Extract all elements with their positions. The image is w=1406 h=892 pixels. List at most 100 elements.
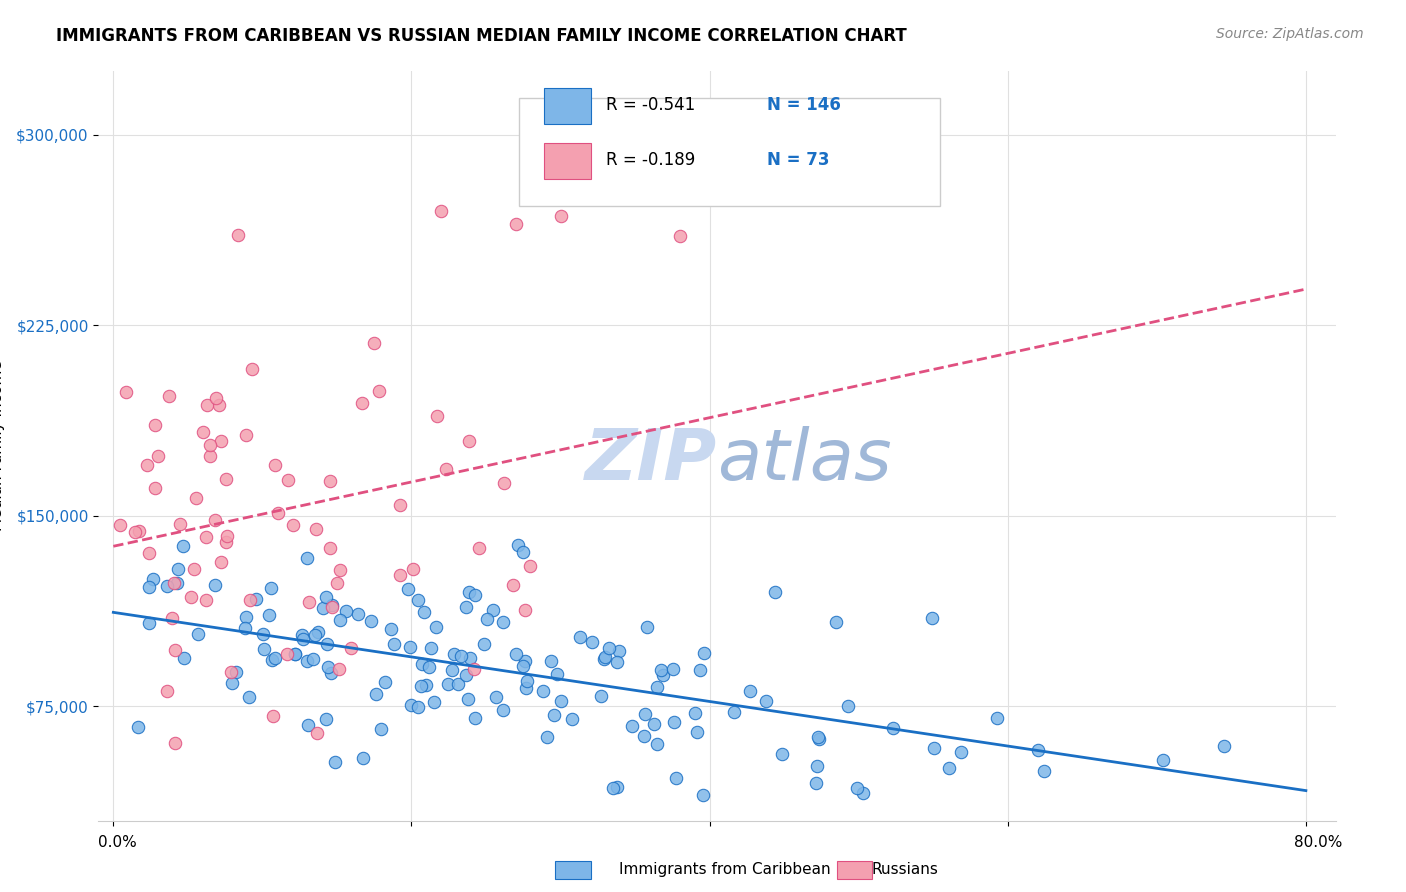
Point	[242, 362, 264, 376]
Point	[485, 690, 508, 704]
Point	[277, 473, 299, 487]
Text: Source: ZipAtlas.com: Source: ZipAtlas.com	[1216, 27, 1364, 41]
Point	[260, 582, 283, 596]
Point	[770, 747, 793, 762]
Point	[146, 449, 169, 463]
Point	[651, 667, 673, 681]
Point	[408, 700, 430, 714]
Text: N = 146: N = 146	[766, 96, 841, 114]
Point	[304, 628, 326, 642]
Point	[143, 418, 166, 433]
Point	[217, 529, 239, 543]
Point	[606, 655, 628, 669]
Point	[457, 692, 479, 706]
Text: R = -0.541: R = -0.541	[606, 96, 695, 114]
Point	[183, 562, 205, 576]
Point	[267, 507, 290, 521]
Point	[661, 662, 683, 676]
Point	[399, 698, 422, 713]
Point	[215, 535, 238, 549]
Point	[607, 644, 630, 658]
Point	[443, 648, 465, 662]
Point	[686, 724, 709, 739]
Point	[253, 642, 276, 657]
Point	[1213, 739, 1236, 753]
Point	[108, 518, 131, 533]
Point	[593, 651, 616, 665]
Point	[634, 707, 657, 722]
Point	[195, 593, 218, 607]
Point	[208, 398, 231, 412]
Point	[367, 384, 389, 398]
Text: 80.0%: 80.0%	[1295, 836, 1343, 850]
Point	[531, 683, 554, 698]
Point	[491, 704, 513, 718]
Point	[195, 398, 218, 412]
Point	[824, 615, 846, 630]
Point	[284, 647, 307, 661]
Text: R = -0.189: R = -0.189	[606, 151, 695, 169]
Point	[418, 660, 440, 674]
Point	[260, 653, 283, 667]
Point	[606, 780, 628, 794]
Point	[636, 620, 658, 634]
Text: ZIP: ZIP	[585, 426, 717, 495]
Point	[430, 204, 453, 219]
Point	[738, 684, 761, 698]
Point	[668, 229, 690, 244]
Y-axis label: Median Family Income: Median Family Income	[0, 360, 6, 532]
Point	[204, 513, 226, 527]
FancyBboxPatch shape	[519, 97, 939, 206]
Point	[205, 391, 228, 405]
Point	[238, 690, 260, 705]
Point	[156, 684, 179, 698]
Point	[550, 209, 572, 223]
Point	[160, 611, 183, 625]
Point	[235, 427, 257, 442]
Point	[235, 610, 257, 624]
Point	[329, 613, 352, 627]
Point	[882, 721, 904, 735]
Point	[167, 562, 190, 576]
Point	[138, 615, 160, 630]
Point	[411, 679, 433, 693]
Point	[665, 772, 688, 786]
Point	[450, 649, 472, 664]
Point	[169, 516, 191, 531]
Point	[319, 665, 342, 680]
Point	[142, 572, 165, 586]
Point	[425, 620, 447, 634]
Point	[163, 575, 186, 590]
Point	[305, 726, 328, 740]
Point	[339, 640, 361, 655]
Point	[482, 603, 505, 617]
Point	[512, 658, 534, 673]
Point	[319, 474, 342, 488]
Point	[180, 590, 202, 604]
Point	[264, 458, 287, 473]
Text: Immigrants from Caribbean: Immigrants from Caribbean	[619, 863, 831, 877]
Point	[172, 539, 194, 553]
Point	[389, 568, 412, 582]
Point	[136, 458, 159, 472]
Point	[157, 389, 180, 403]
Point	[291, 628, 314, 642]
Point	[292, 632, 315, 646]
Point	[1032, 764, 1054, 778]
Point	[413, 606, 436, 620]
Point	[380, 623, 402, 637]
Point	[693, 647, 716, 661]
Bar	[544, 143, 591, 178]
Point	[374, 675, 396, 690]
Text: Russians: Russians	[872, 863, 939, 877]
Point	[166, 575, 188, 590]
Point	[328, 662, 350, 676]
Point	[209, 434, 232, 449]
Point	[257, 608, 280, 623]
Point	[692, 789, 714, 803]
Point	[165, 643, 187, 657]
Point	[316, 660, 339, 674]
Point	[723, 706, 745, 720]
Point	[441, 664, 464, 678]
Point	[938, 761, 960, 775]
